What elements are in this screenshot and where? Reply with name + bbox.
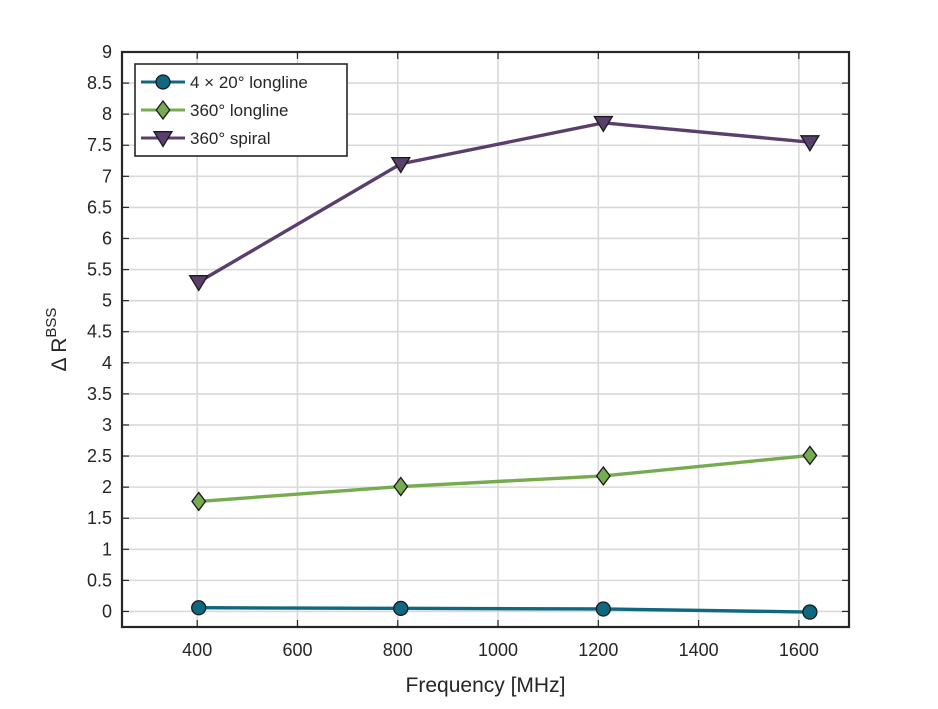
x-tick-label: 1600 — [779, 640, 819, 660]
y-tick-label: 0.5 — [87, 570, 112, 590]
legend-label: 360° spiral — [190, 129, 271, 148]
x-tick-label: 600 — [282, 640, 312, 660]
y-tick-label: 7 — [102, 166, 112, 186]
legend: 4 × 20° longline 360° longline 360° spiral — [134, 63, 348, 157]
x-tick-label: 800 — [383, 640, 413, 660]
y-tick-label: 2.5 — [87, 446, 112, 466]
series-layer — [188, 115, 821, 620]
legend-marker — [155, 99, 171, 121]
y-tick-label: 5.5 — [87, 260, 112, 280]
y-tick-label: 8 — [102, 104, 112, 124]
series-line — [198, 606, 810, 614]
legend-box — [134, 63, 348, 157]
data-point — [393, 476, 409, 497]
y-tick-label: 6.5 — [87, 197, 112, 217]
legend-marker — [155, 74, 171, 90]
x-tick-label: 1000 — [478, 640, 518, 660]
series-line — [197, 121, 811, 284]
data-point — [799, 135, 821, 152]
y-tick-label: 1 — [102, 539, 112, 559]
data-point — [393, 600, 409, 617]
x-tick-label: 400 — [182, 640, 212, 660]
y-axis-label-subscript: S — [43, 308, 60, 318]
data-point — [191, 600, 207, 616]
data-point — [802, 445, 818, 466]
y-tick-label: 8.5 — [87, 73, 112, 93]
x-tick-label: 1400 — [679, 640, 719, 660]
data-point — [593, 115, 614, 133]
ticks: 400 600 800 1000 1200 1400 1600 0 0.5 1 1.5 2 2.5 3 3.… — [87, 42, 849, 660]
y-tick-label: 2 — [102, 477, 112, 497]
plot-frame — [120, 50, 851, 629]
grid — [122, 51, 849, 627]
data-point — [595, 601, 611, 617]
y-tick-label: 4.5 — [87, 322, 112, 342]
data-point — [595, 465, 611, 487]
legend-label: 360° longline — [190, 101, 289, 120]
data-point — [188, 275, 209, 292]
data-point — [390, 156, 411, 174]
y-tick-label: 4 — [102, 353, 112, 373]
y-axis-label-superscript: BS — [43, 318, 60, 338]
y-axis-label-main: Δ R — [48, 338, 71, 372]
legend-label: 4 × 20° longline — [190, 73, 308, 92]
y-tick-label: 6 — [102, 228, 112, 248]
y-tick-label: 0 — [102, 601, 112, 621]
y-axis-label-text: Δ RBSS — [43, 308, 71, 372]
legend-marker — [152, 131, 174, 148]
y-tick-label: 7.5 — [87, 135, 112, 155]
x-axis-label: Frequency [MHz] — [406, 674, 566, 697]
x-tick-label: 1200 — [578, 640, 618, 660]
y-axis-label: Δ RBSS — [43, 308, 71, 372]
y-tick-label: 5 — [102, 291, 112, 311]
series-line — [198, 453, 811, 504]
y-tick-label: 3 — [102, 415, 112, 435]
y-tick-label: 1.5 — [87, 508, 112, 528]
y-tick-label: 3.5 — [87, 384, 112, 404]
data-point — [191, 491, 207, 512]
y-tick-label: 9 — [102, 42, 112, 62]
data-point — [802, 604, 818, 620]
